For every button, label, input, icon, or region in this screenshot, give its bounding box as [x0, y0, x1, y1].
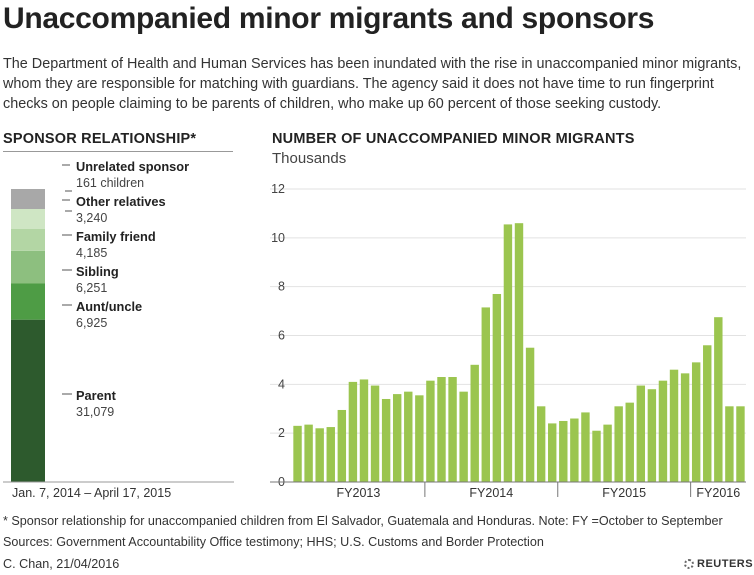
y-tick-label: 12	[271, 182, 285, 196]
migrant-bar	[492, 293, 502, 482]
migrant-bar	[326, 427, 335, 482]
migrant-bar	[625, 402, 634, 482]
migrant-bar	[525, 347, 535, 482]
sponsor-segment-sibling	[11, 250, 45, 284]
migrant-bar	[658, 380, 668, 482]
y-tick-label: 8	[278, 280, 285, 294]
sponsor-value-label: 31,079	[76, 405, 114, 419]
migrant-bar	[603, 424, 612, 482]
migrant-bar	[548, 423, 557, 482]
migrant-bar	[736, 406, 745, 482]
sponsor-label: Aunt/uncle	[76, 299, 142, 314]
migrant-bar	[592, 430, 601, 482]
migrant-bar	[370, 385, 380, 482]
sources: Sources: Government Accountability Offic…	[3, 535, 544, 549]
migrant-bar	[581, 412, 590, 482]
migrant-bar	[293, 425, 302, 482]
sponsor-value-label: 161 children	[76, 176, 144, 190]
migrant-bar	[680, 373, 690, 482]
sponsor-segment-other-relatives	[11, 209, 45, 229]
migrant-bar	[448, 377, 457, 482]
migrant-bar	[570, 418, 579, 482]
sponsor-segment-family-friend	[11, 229, 45, 251]
left-title-rule	[3, 151, 233, 152]
migrant-bar	[359, 379, 369, 482]
reuters-logo: REUTERS	[684, 558, 753, 570]
migrant-bar	[404, 391, 413, 482]
migrant-bar	[304, 424, 313, 482]
fiscal-year-label: FY2016	[696, 486, 740, 500]
migrant-bar	[470, 364, 479, 482]
chart-title: Unaccompanied minor migrants and sponsor…	[3, 2, 655, 35]
sponsor-value-label: 4,185	[76, 246, 107, 260]
migrant-bar	[315, 428, 324, 482]
migrant-bar	[348, 381, 358, 482]
y-tick-label: 10	[271, 231, 285, 245]
sponsor-chart-title: SPONSOR RELATIONSHIP*	[3, 131, 197, 147]
y-tick-label: 2	[278, 426, 285, 440]
sponsor-value-label: 3,240	[76, 211, 107, 225]
y-tick-label: 4	[278, 377, 285, 391]
y-tick-label: 6	[278, 329, 285, 343]
migrant-bar	[426, 380, 435, 482]
migrant-bar	[481, 307, 490, 482]
sponsor-label: Family friend	[76, 229, 156, 244]
fiscal-year-label: FY2013	[337, 486, 381, 500]
reuters-logo-icon	[684, 559, 694, 569]
fiscal-year-label: FY2014	[469, 486, 513, 500]
sponsor-segment-aunt-uncle	[11, 283, 45, 320]
sponsor-segment-unrelated-sponsor	[11, 189, 45, 209]
sponsor-label: Parent	[76, 388, 117, 403]
sponsor-value-label: 6,925	[76, 316, 107, 330]
sponsor-label: Sibling	[76, 264, 119, 279]
y-axis-unit-label: Thousands	[272, 150, 347, 167]
migrant-bar	[392, 394, 402, 482]
migrant-bar	[691, 362, 701, 482]
migrant-bar	[559, 420, 568, 482]
migrant-bar	[337, 409, 347, 482]
migrant-bar	[614, 406, 623, 482]
migrant-bar	[503, 224, 513, 482]
fiscal-year-label: FY2015	[602, 486, 646, 500]
migrant-bar	[536, 406, 546, 482]
migrants-chart-title: NUMBER OF UNACCOMPANIED MINOR MIGRANTS	[272, 131, 635, 147]
sponsor-date-range: Jan. 7, 2014 – April 17, 2015	[12, 486, 171, 500]
sponsor-value-label: 6,251	[76, 281, 107, 295]
migrant-bar	[437, 377, 446, 482]
migrant-bar	[714, 317, 723, 482]
migrant-bar	[381, 398, 391, 482]
migrant-bar	[669, 369, 679, 482]
chart-subtitle: The Department of Health and Human Servi…	[3, 56, 742, 112]
migrant-bar	[636, 385, 646, 482]
migrant-bar	[725, 406, 734, 482]
sponsor-label: Other relatives	[76, 194, 166, 209]
credit: C. Chan, 21/04/2016	[3, 557, 120, 571]
migrant-bar	[703, 345, 712, 482]
sponsor-segment-parent	[11, 319, 45, 482]
footnote: * Sponsor relationship for unaccompanied…	[3, 514, 723, 528]
reuters-wordmark: REUTERS	[697, 558, 754, 570]
sponsor-label: Unrelated sponsor	[76, 159, 189, 174]
migrant-bar	[459, 391, 468, 482]
migrant-bar	[415, 395, 424, 482]
migrant-bar	[514, 223, 524, 482]
migrant-bar	[647, 389, 657, 482]
